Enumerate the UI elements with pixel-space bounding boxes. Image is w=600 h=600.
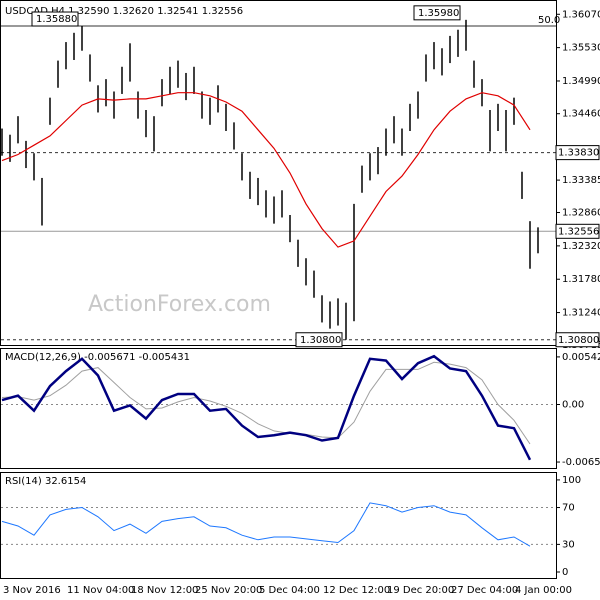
rsi-panel <box>0 472 557 579</box>
watermark: ActionForex.com <box>88 292 271 317</box>
annotation-label: 1.35880 <box>36 14 77 25</box>
x-tick-label: 18 Nov 12:00 <box>131 585 198 596</box>
y-tick-label: 1.31240 <box>562 308 600 319</box>
level-box <box>555 332 600 348</box>
y-tick-label: 1.35530 <box>562 43 600 54</box>
macd-line <box>1 354 532 461</box>
macd-panel <box>0 348 557 469</box>
y-tick-label: 1.32860 <box>562 208 600 219</box>
x-tick-label: 27 Dec 04:00 <box>451 585 518 596</box>
moving-average <box>1 92 531 248</box>
y-tick-label: 1.34990 <box>562 76 600 87</box>
level-label: 1.33830 <box>558 148 599 159</box>
price-panel <box>0 0 557 346</box>
annotation-box <box>413 5 461 21</box>
y-tick-label: 1.33385 <box>562 175 600 186</box>
level-box <box>555 145 600 161</box>
level-label: 1.32556 <box>558 226 599 237</box>
y-tick-label: 0.00 <box>562 400 584 411</box>
annotation-label: 1.35980 <box>418 8 459 19</box>
y-tick-label: 1.36070 <box>562 9 600 20</box>
fib-label: 50.0 <box>538 15 560 26</box>
x-tick-label: 19 Dec 20:00 <box>387 585 454 596</box>
x-tick-label: 25 Nov 20:00 <box>195 585 262 596</box>
annotation-box <box>295 332 343 348</box>
annotation-label: 1.30800 <box>300 335 341 346</box>
y-tick-label: 1.34460 <box>562 109 600 120</box>
x-tick-label: 4 Jan 00:00 <box>515 585 572 596</box>
x-tick-label: 5 Dec 04:00 <box>259 585 320 596</box>
rsi-line <box>1 502 531 547</box>
y-tick-label: -0.006551 <box>562 457 600 468</box>
y-tick-label: 0 <box>562 567 568 578</box>
y-tick-label: 70 <box>562 503 575 514</box>
rsi-title: RSI(14) 32.6154 <box>5 476 86 487</box>
x-tick-label: 11 Nov 04:00 <box>67 585 134 596</box>
level-box <box>555 223 600 239</box>
y-tick-label: 30 <box>562 539 575 550</box>
price-title: USDCAD,H4 1.32590 1.32620 1.32541 1.3255… <box>5 6 243 17</box>
y-tick-label: 100 <box>562 475 581 486</box>
x-tick-label: 3 Nov 2016 <box>3 585 61 596</box>
y-tick-label: 1.31780 <box>562 274 600 285</box>
level-label: 1.30800 <box>558 335 599 346</box>
y-tick-label: 0.00542 <box>562 352 600 363</box>
annotation-box <box>31 11 79 27</box>
y-tick-label: 1.32320 <box>562 241 600 252</box>
x-tick-label: 12 Dec 12:00 <box>323 585 390 596</box>
macd-line <box>1 361 531 445</box>
macd-title: MACD(12,26,9) -0.005671 -0.005431 <box>5 352 190 363</box>
